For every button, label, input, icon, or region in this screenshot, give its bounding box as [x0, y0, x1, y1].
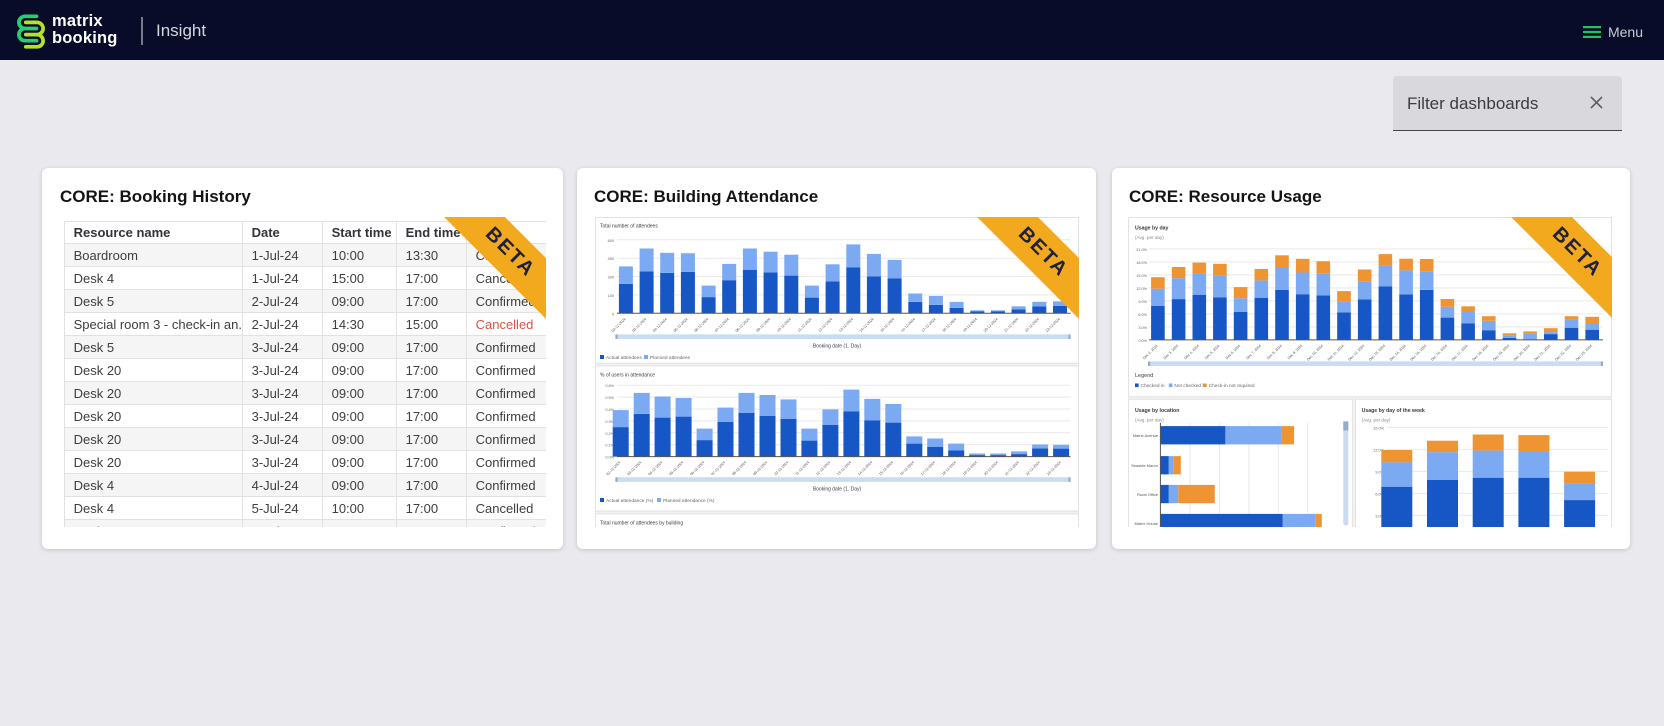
svg-text:Usage by location: Usage by location: [1135, 408, 1179, 414]
svg-text:450: 450: [607, 257, 613, 261]
svg-text:(Avg. per day): (Avg. per day): [1135, 418, 1164, 423]
svg-text:Booking date (1. Day): Booking date (1. Day): [813, 344, 862, 350]
svg-text:Rural Office: Rural Office: [1137, 492, 1159, 497]
svg-text:0.3%: 0.3%: [605, 420, 614, 424]
svg-text:(Avg. per day): (Avg. per day): [1135, 235, 1164, 240]
svg-text:0.6%: 0.6%: [605, 384, 614, 388]
svg-text:0.4%: 0.4%: [605, 408, 614, 412]
svg-text:15.0%: 15.0%: [1373, 426, 1384, 430]
svg-text:Matrix Avenue: Matrix Avenue: [1133, 433, 1159, 438]
svg-text:Matrix House: Matrix House: [1135, 521, 1159, 526]
svg-text:0: 0: [612, 312, 614, 316]
svg-text:Planned attendance (%): Planned attendance (%): [663, 498, 715, 504]
svg-text:9.0%: 9.0%: [1376, 470, 1385, 474]
svg-text:Total number of attendees: Total number of attendees: [600, 224, 658, 230]
svg-text:0.0%: 0.0%: [1139, 339, 1148, 343]
svg-text:Usage by day of the week: Usage by day of the week: [1362, 408, 1425, 414]
svg-text:600: 600: [607, 239, 613, 243]
svg-text:9.0%: 9.0%: [1139, 300, 1148, 304]
svg-text:0.0%: 0.0%: [605, 456, 614, 460]
svg-text:150: 150: [607, 294, 613, 298]
svg-text:% of users in attendance: % of users in attendance: [600, 373, 655, 379]
svg-text:0.1%: 0.1%: [605, 444, 614, 448]
svg-text:15.0%: 15.0%: [1136, 274, 1147, 278]
svg-text:6.0%: 6.0%: [1139, 313, 1148, 317]
svg-text:Actual attendees: Actual attendees: [606, 355, 642, 361]
svg-text:Usage by day: Usage by day: [1135, 226, 1169, 232]
svg-text:300: 300: [607, 276, 613, 280]
svg-text:(Avg. per day): (Avg. per day): [1362, 418, 1391, 423]
svg-text:6.0%: 6.0%: [1376, 492, 1385, 496]
svg-text:3.0%: 3.0%: [1139, 326, 1148, 330]
svg-text:Legend: Legend: [1135, 373, 1153, 379]
svg-text:Check-in not required: Check-in not required: [1209, 383, 1255, 389]
svg-text:0.5%: 0.5%: [605, 396, 614, 400]
svg-text:Checked in: Checked in: [1141, 383, 1165, 389]
svg-text:Booking date (1. Day): Booking date (1. Day): [813, 487, 862, 493]
svg-text:Actual attendance (%): Actual attendance (%): [606, 498, 654, 504]
svg-text:Seaside Manor: Seaside Manor: [1131, 463, 1159, 468]
svg-text:3.0%: 3.0%: [1376, 514, 1385, 518]
svg-text:Total number of attendees by b: Total number of attendees by building: [600, 521, 683, 527]
svg-text:Not checked in: Not checked in: [1175, 383, 1207, 389]
svg-text:0.2%: 0.2%: [605, 432, 614, 436]
svg-text:Planned attendees: Planned attendees: [650, 355, 691, 361]
svg-text:21.0%: 21.0%: [1136, 248, 1147, 252]
svg-text:12.0%: 12.0%: [1373, 448, 1384, 452]
svg-text:12.0%: 12.0%: [1136, 287, 1147, 291]
svg-text:18.0%: 18.0%: [1136, 261, 1147, 265]
